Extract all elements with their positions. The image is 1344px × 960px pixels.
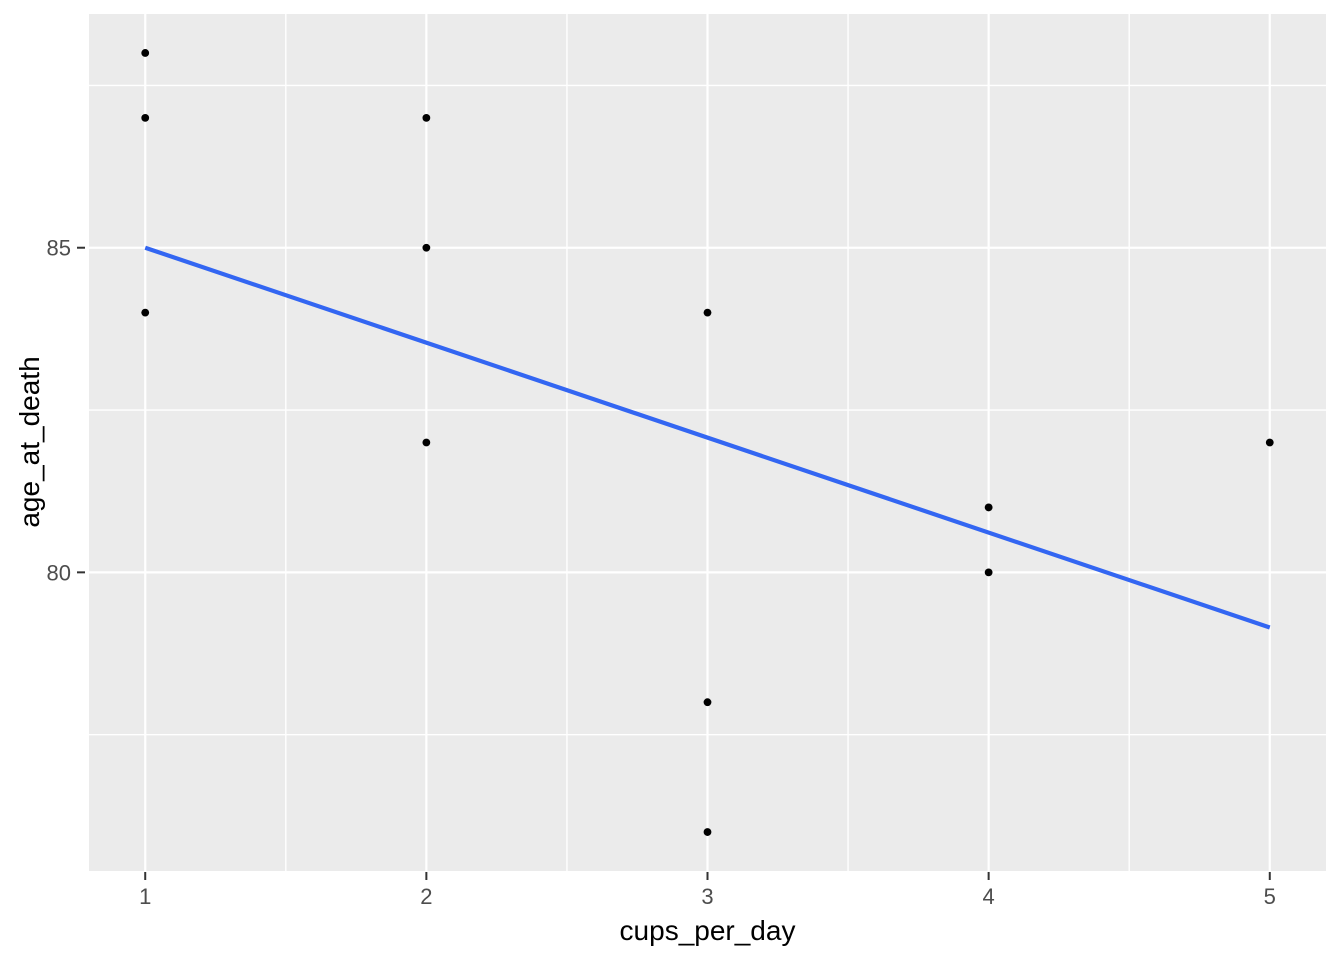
- data-point: [1265, 438, 1274, 447]
- data-point: [703, 308, 712, 317]
- x-axis-tick-label: 3: [701, 884, 713, 909]
- data-point: [422, 243, 431, 252]
- data-point: [422, 438, 431, 447]
- data-point: [141, 49, 150, 57]
- data-point: [422, 113, 431, 122]
- data-point: [703, 828, 712, 836]
- x-axis-tick-label: 2: [420, 884, 432, 909]
- data-point: [984, 568, 993, 577]
- trend-line: [144, 245, 1271, 630]
- y-axis-title: age_at_death: [14, 356, 45, 528]
- data-point: [141, 308, 150, 317]
- y-axis-tick-label: 80: [47, 560, 71, 585]
- data-point: [703, 698, 712, 707]
- x-axis-tick-label: 1: [139, 884, 151, 909]
- data-point: [984, 503, 993, 512]
- x-axis-tick-label: 4: [983, 884, 995, 909]
- data-point: [141, 113, 150, 122]
- y-axis-tick-label: 85: [47, 236, 71, 261]
- x-axis-title: cups_per_day: [619, 915, 796, 946]
- x-axis-tick-label: 5: [1264, 884, 1276, 909]
